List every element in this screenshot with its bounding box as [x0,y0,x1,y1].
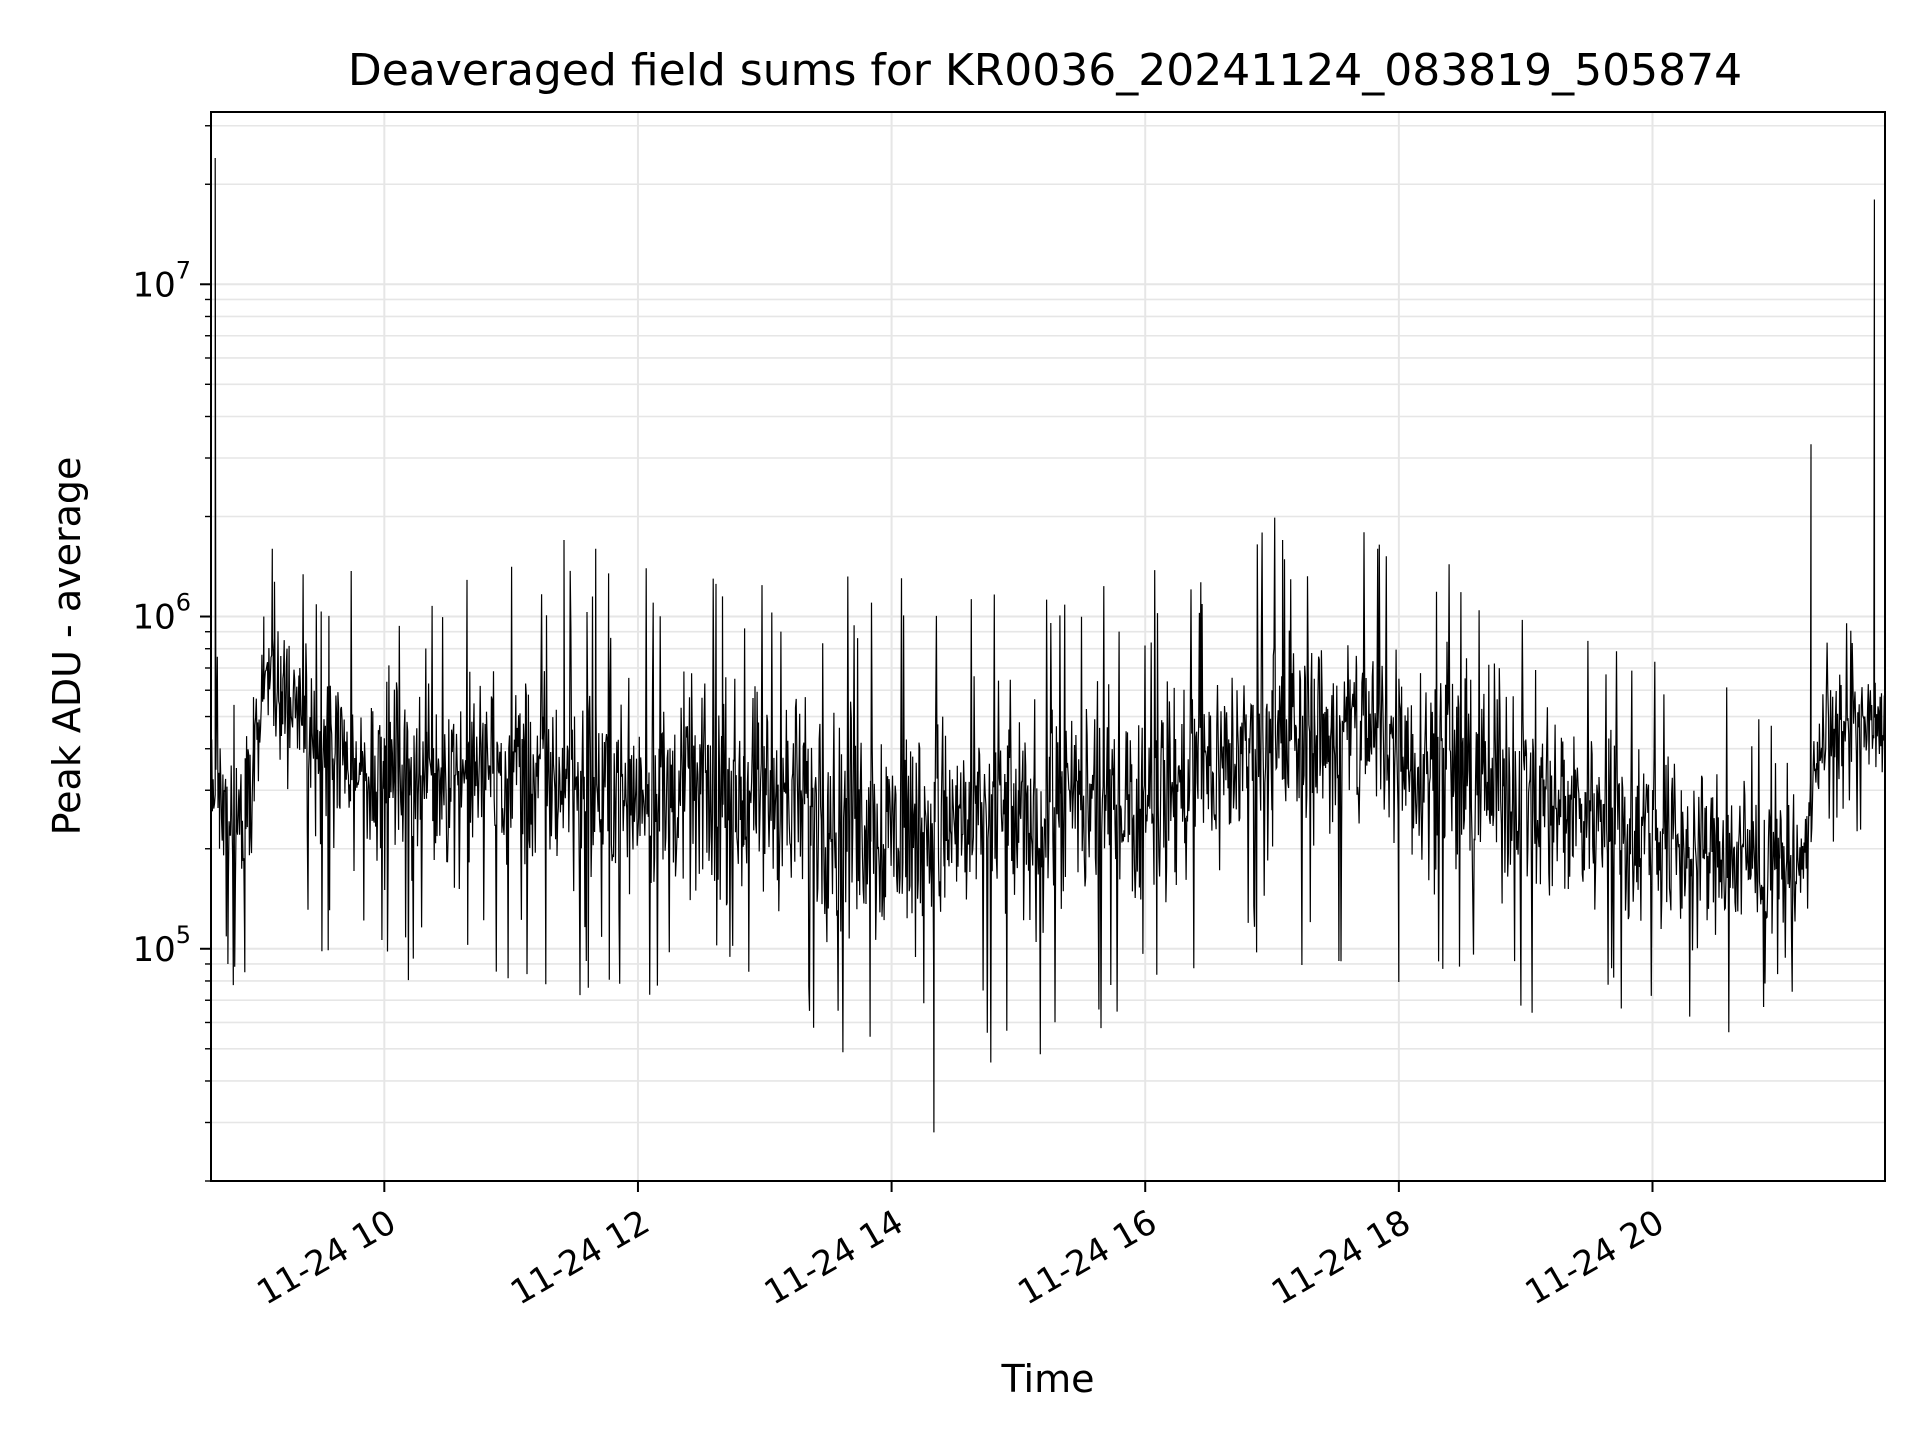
y-tick-label: 107 [132,256,191,305]
y-axis-label: Peak ADU - average [45,457,89,836]
x-axis-label: Time [1001,1357,1095,1401]
y-tick-label: 105 [132,921,191,970]
plot-frame [210,111,1886,1182]
series-line [210,157,1886,1133]
y-tick-label: 106 [132,589,191,638]
chart-title: Deaveraged field sums for KR0036_2024112… [348,45,1742,96]
y-axis: 105 106 107 [132,125,211,1182]
